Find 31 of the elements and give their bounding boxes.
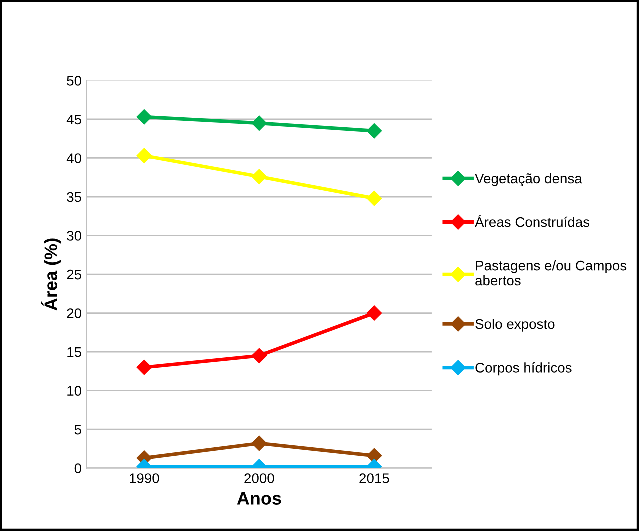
- y-tick-label: 5: [74, 425, 82, 435]
- legend-label: Pastagens e/ou Campos abertos: [476, 260, 627, 286]
- x-tick-label: 2000: [244, 474, 274, 484]
- point: [252, 169, 268, 184]
- y-tick-label: 20: [67, 308, 82, 318]
- legend-label: Áreas Construídas: [475, 215, 590, 228]
- legend-label: Solo exposto: [476, 318, 555, 332]
- legend-label: Vegetação densa: [475, 173, 582, 186]
- point: [136, 360, 152, 376]
- y-tick-label: 40: [66, 154, 82, 164]
- y-axis-title: Área (%): [41, 238, 62, 311]
- y-tick-label: 30: [67, 231, 82, 241]
- y-tick-label: 15: [68, 348, 82, 358]
- point: [252, 348, 268, 364]
- x-axis-title: Anos: [237, 492, 282, 505]
- y-tick-label: 0: [74, 464, 82, 474]
- y-tick-label: 25: [67, 270, 82, 280]
- y-tick-label: 10: [68, 386, 82, 396]
- point: [136, 148, 152, 164]
- legend-label: Corpos hídricos: [476, 362, 572, 376]
- x-tick-label: 2015: [360, 474, 390, 484]
- point: [252, 116, 268, 131]
- y-tick-label: 45: [66, 114, 82, 125]
- point: [366, 124, 382, 139]
- point: [366, 190, 382, 206]
- x-tick-label: 1990: [130, 474, 160, 484]
- point: [136, 110, 152, 125]
- y-tick-label: 50: [67, 76, 82, 86]
- point: [252, 436, 268, 452]
- point: [366, 306, 382, 321]
- y-tick-label: 35: [67, 192, 82, 202]
